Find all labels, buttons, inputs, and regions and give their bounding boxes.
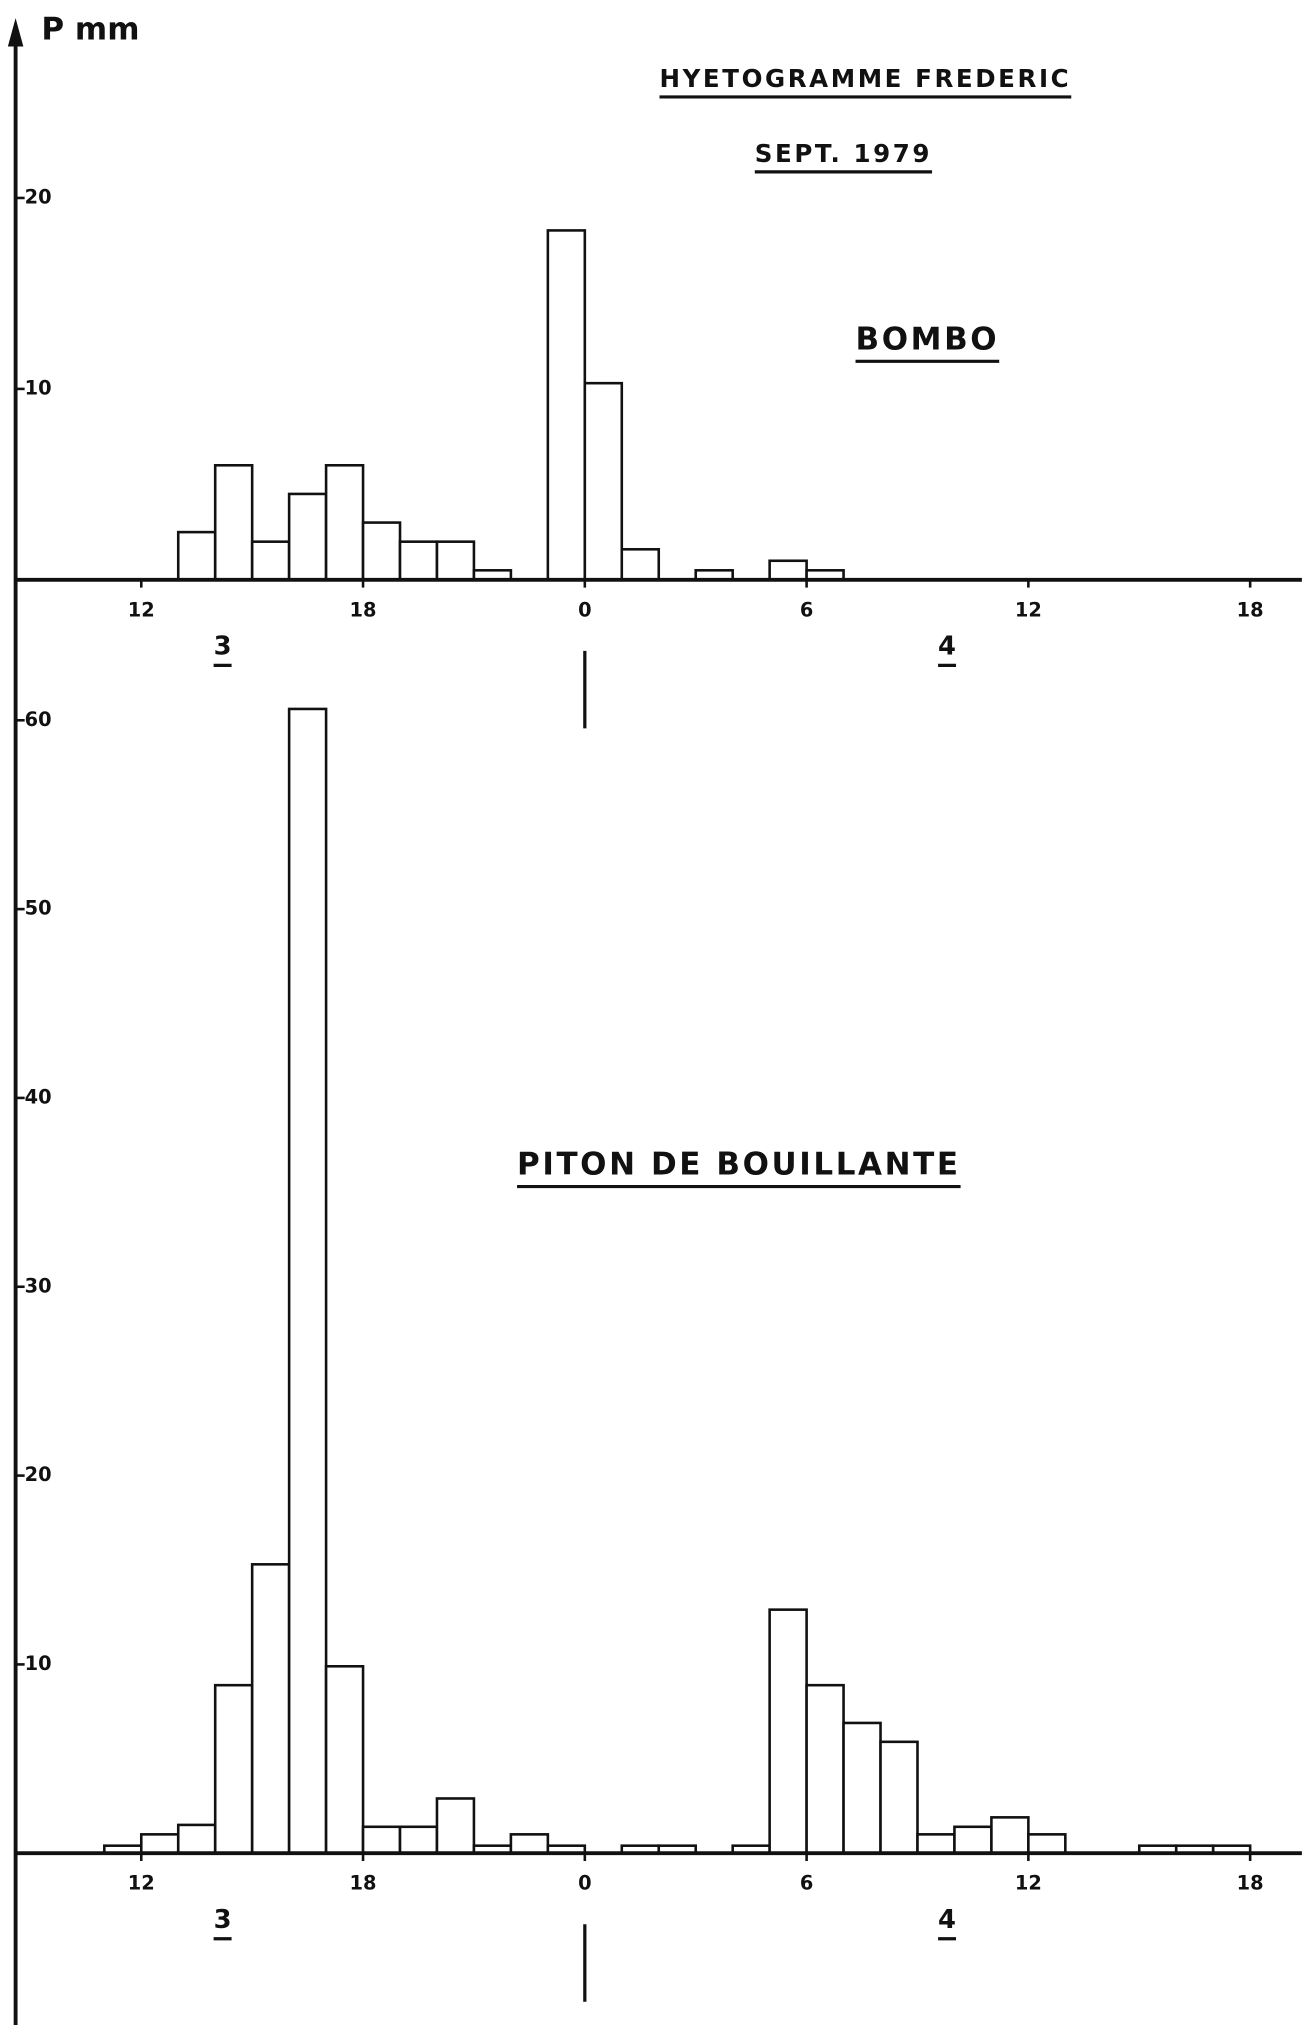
bar (287, 707, 328, 1855)
title: HYETOGRAMME FREDERIC (660, 64, 1072, 93)
bar (361, 521, 402, 582)
bar (546, 229, 587, 582)
day-label: 4 (938, 1905, 956, 1935)
x-tick-label: 18 (350, 598, 377, 621)
x-tick-label: 12 (128, 598, 155, 621)
x-tick-label: 6 (800, 1872, 813, 1895)
bar (250, 1563, 291, 1855)
bar (916, 1833, 956, 1855)
bar (768, 559, 808, 582)
day-label: 4 (938, 632, 956, 662)
bar (398, 540, 439, 582)
panel-title: PITON DE BOUILLANTE (517, 1147, 961, 1183)
x-tick-label: 18 (1237, 598, 1264, 621)
bar (250, 540, 291, 582)
y-tick-label: 40 (25, 1085, 52, 1108)
y-tick-label: 20 (25, 185, 52, 208)
bar (879, 1740, 919, 1855)
bar (953, 1825, 993, 1855)
x-tick-label: 18 (1237, 1872, 1264, 1895)
x-tick-label: 6 (800, 598, 813, 621)
y-tick-label: 30 (25, 1274, 52, 1297)
bar (213, 1683, 254, 1855)
bar (287, 492, 328, 582)
bar (509, 1833, 550, 1855)
bar (620, 548, 661, 582)
bar (1027, 1833, 1067, 1855)
y-tick-label: 20 (25, 1463, 52, 1486)
bar (805, 1683, 845, 1855)
y-tick-label: 10 (25, 1652, 52, 1675)
bar (139, 1833, 180, 1855)
bar (583, 381, 624, 582)
day-label: 3 (214, 1905, 232, 1935)
bar (768, 1608, 808, 1855)
bar (398, 1825, 439, 1855)
bar (324, 464, 365, 582)
y-axis-label: P mm (41, 11, 139, 47)
x-tick-label: 0 (578, 1872, 591, 1895)
x-tick-label: 12 (128, 1872, 155, 1895)
bar (435, 540, 476, 582)
bar (176, 530, 217, 582)
x-tick-label: 0 (578, 598, 591, 621)
bar (435, 1797, 476, 1855)
y-tick-label: 10 (25, 376, 52, 399)
x-tick-label: 12 (1015, 1872, 1042, 1895)
bar (842, 1721, 882, 1855)
subtitle: SEPT. 1979 (755, 139, 932, 168)
bar (213, 464, 254, 582)
x-tick-label: 12 (1015, 598, 1042, 621)
x-tick-label: 18 (350, 1872, 377, 1895)
y-tick-label: 60 (25, 708, 52, 731)
bar (176, 1823, 217, 1855)
day-label: 3 (214, 632, 232, 662)
bar (361, 1825, 402, 1855)
axis-arrow (7, 18, 24, 47)
panel-title: BOMBO (856, 321, 1000, 357)
bar (324, 1665, 365, 1855)
y-tick-label: 50 (25, 897, 52, 920)
bar (990, 1816, 1030, 1855)
